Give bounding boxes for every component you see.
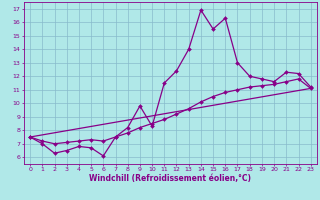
X-axis label: Windchill (Refroidissement éolien,°C): Windchill (Refroidissement éolien,°C) xyxy=(89,174,252,183)
